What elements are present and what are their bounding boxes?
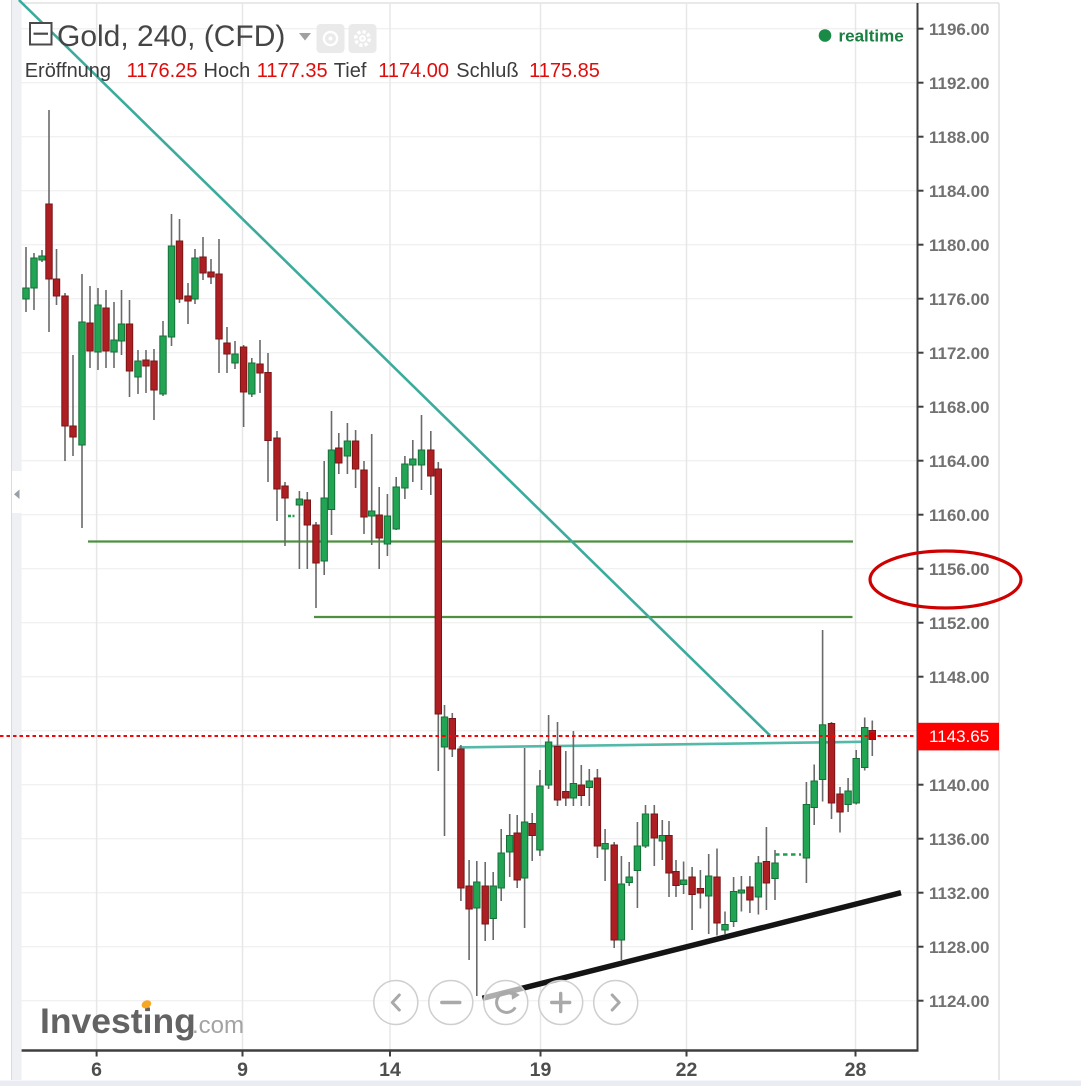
svg-text:1177.35: 1177.35 <box>257 60 328 82</box>
svg-text:1175.85: 1175.85 <box>529 60 600 82</box>
svg-text:1152.00: 1152.00 <box>929 614 990 633</box>
svg-text:1176.00: 1176.00 <box>929 290 990 309</box>
svg-text:1140.00: 1140.00 <box>929 776 990 795</box>
svg-text:1172.00: 1172.00 <box>929 344 990 363</box>
svg-text:Hoch: Hoch <box>204 60 251 82</box>
svg-text:19: 19 <box>530 1059 552 1081</box>
svg-text:1164.00: 1164.00 <box>929 452 990 471</box>
svg-text:Eröffnung: Eröffnung <box>25 60 111 82</box>
svg-text:1196.00: 1196.00 <box>929 20 990 39</box>
svg-text:realtime: realtime <box>839 27 904 46</box>
svg-text:Investing: Investing <box>40 1001 196 1041</box>
svg-text:1132.00: 1132.00 <box>929 884 990 903</box>
svg-text:22: 22 <box>676 1059 698 1081</box>
svg-text:Tief: Tief <box>334 60 367 82</box>
svg-text:1156.00: 1156.00 <box>929 560 990 579</box>
svg-text:.com: .com <box>192 1012 244 1039</box>
svg-text:1176.25: 1176.25 <box>127 60 198 82</box>
svg-text:1160.00: 1160.00 <box>929 506 990 525</box>
svg-text:1124.00: 1124.00 <box>929 992 990 1011</box>
svg-text:Gold, 240, (CFD): Gold, 240, (CFD) <box>57 20 285 53</box>
svg-text:1188.00: 1188.00 <box>929 128 990 147</box>
svg-text:1168.00: 1168.00 <box>929 398 990 417</box>
svg-text:Schluß: Schluß <box>456 60 518 82</box>
svg-text:6: 6 <box>91 1059 102 1081</box>
svg-text:1174.00: 1174.00 <box>378 60 449 82</box>
svg-text:1184.00: 1184.00 <box>929 182 990 201</box>
svg-text:28: 28 <box>845 1059 867 1081</box>
svg-text:1148.00: 1148.00 <box>929 668 990 687</box>
svg-text:1192.00: 1192.00 <box>929 74 990 93</box>
svg-text:1136.00: 1136.00 <box>929 830 990 849</box>
svg-text:1180.00: 1180.00 <box>929 236 990 255</box>
svg-text:1128.00: 1128.00 <box>929 938 990 957</box>
svg-text:14: 14 <box>379 1059 401 1081</box>
svg-text:9: 9 <box>237 1059 248 1081</box>
svg-text:1143.65: 1143.65 <box>929 727 989 746</box>
